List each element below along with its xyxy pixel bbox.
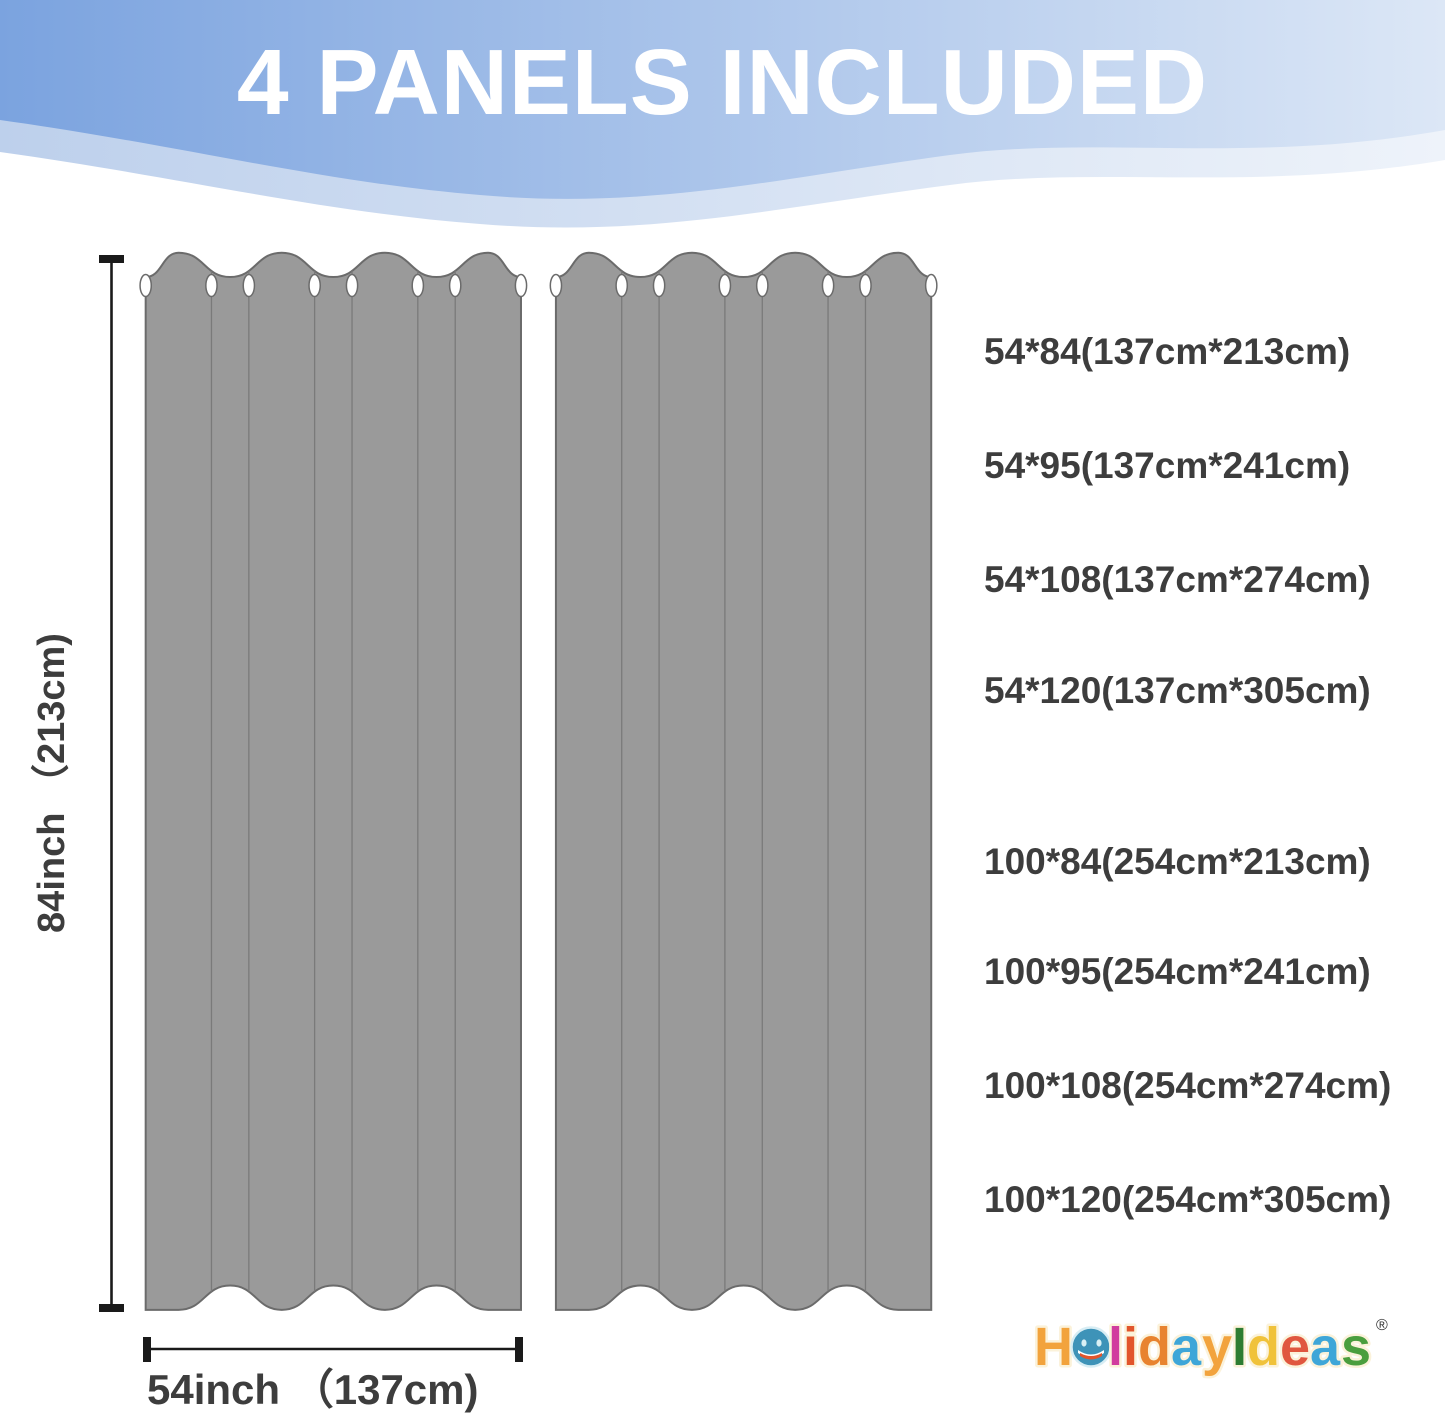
svg-text:H: H [1034, 1317, 1073, 1377]
svg-text:54inch （137cm): 54inch （137cm) [147, 1366, 479, 1413]
svg-text:100*95(254cm*241cm): 100*95(254cm*241cm) [984, 951, 1371, 992]
svg-text:100*120(254cm*305cm): 100*120(254cm*305cm) [984, 1179, 1391, 1220]
svg-text:i: i [1123, 1317, 1138, 1377]
svg-text:54*84(137cm*213cm): 54*84(137cm*213cm) [984, 331, 1350, 372]
svg-text:I: I [1232, 1317, 1247, 1377]
svg-text:e: e [1280, 1317, 1310, 1377]
svg-text:d: d [1138, 1317, 1171, 1377]
svg-text:a: a [1310, 1317, 1341, 1377]
svg-text:54*95(137cm*241cm): 54*95(137cm*241cm) [984, 445, 1350, 486]
svg-text:54*108(137cm*274cm): 54*108(137cm*274cm) [984, 559, 1371, 600]
svg-text:84inch （213cm): 84inch （213cm) [31, 633, 73, 933]
svg-text:54*120(137cm*305cm): 54*120(137cm*305cm) [984, 670, 1371, 711]
svg-text:s: s [1341, 1317, 1371, 1377]
svg-text:l: l [1108, 1317, 1123, 1377]
svg-text:a: a [1171, 1317, 1202, 1377]
svg-text:100*84(254cm*213cm): 100*84(254cm*213cm) [984, 841, 1371, 882]
svg-text:d: d [1247, 1317, 1280, 1377]
svg-text:100*108(254cm*274cm): 100*108(254cm*274cm) [984, 1065, 1391, 1106]
svg-text:®: ® [1376, 1317, 1388, 1334]
svg-text:y: y [1202, 1317, 1232, 1377]
